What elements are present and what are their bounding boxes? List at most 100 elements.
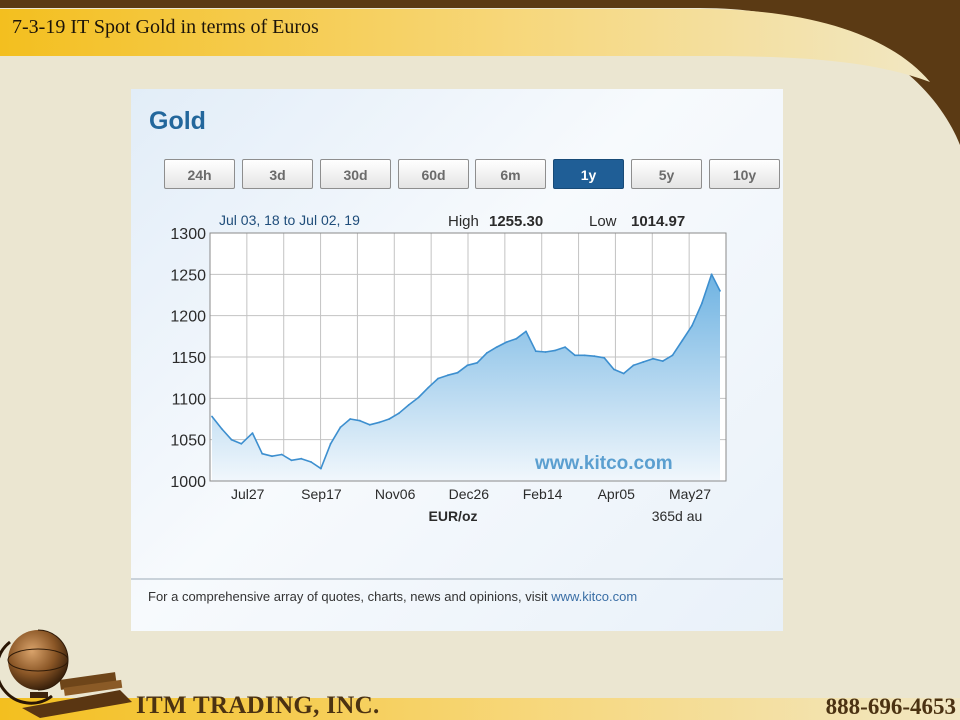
chart-panel: Gold 24h 3d 30d 60d 6m 1y 5y 10y 1000 105… — [131, 89, 783, 631]
price-point — [230, 438, 233, 441]
y-tick-label: 1200 — [170, 309, 206, 326]
price-point — [613, 368, 615, 371]
price-point — [554, 349, 557, 352]
price-point — [495, 346, 498, 348]
tab-5y[interactable]: 5y — [631, 159, 702, 189]
tab-3d[interactable]: 3d — [242, 159, 313, 189]
company-name: ITM TRADING, INC. — [136, 692, 380, 719]
price-point — [300, 457, 303, 460]
phone-number: 888-696-4653 — [825, 694, 956, 719]
price-point — [574, 354, 576, 357]
price-point — [407, 404, 410, 406]
price-point — [466, 364, 469, 367]
price-point — [671, 354, 674, 357]
gold-price-chart: 1000 1050 1100 1150 1200 1250 1300 Jul27 Sep17 N… — [131, 212, 783, 580]
price-point — [691, 324, 693, 327]
price-point — [339, 426, 342, 429]
price-point — [427, 386, 430, 389]
globe-logo — [0, 629, 132, 718]
timeframe-tabs: 24h 3d 30d 60d 6m 1y 5y 10y — [164, 159, 782, 191]
price-point — [290, 459, 293, 462]
high-value: 1255.30 — [489, 213, 543, 230]
x-tick-label: Sep17 — [301, 486, 342, 502]
price-point — [398, 412, 400, 415]
price-point — [564, 346, 566, 348]
price-area — [212, 274, 720, 481]
price-point — [378, 421, 381, 424]
x-tick-label: Feb14 — [523, 486, 563, 502]
tab-10y[interactable]: 10y — [709, 159, 780, 189]
price-point — [251, 432, 254, 434]
x-axis-label: EUR/oz — [429, 508, 478, 524]
price-point — [388, 418, 391, 420]
price-point — [486, 352, 488, 354]
title-bar — [0, 9, 930, 82]
price-point — [515, 337, 518, 340]
x-tick-label: Apr05 — [598, 486, 636, 502]
price-point — [310, 461, 312, 463]
slide-title: 7-3-19 IT Spot Gold in terms of Euros — [12, 16, 319, 38]
price-point — [593, 355, 596, 358]
price-point — [211, 415, 213, 418]
price-point — [261, 452, 264, 455]
y-tick-label: 1150 — [172, 350, 207, 367]
x-tick-label: Nov06 — [375, 486, 416, 502]
price-point — [417, 396, 420, 399]
brown-swoosh — [0, 0, 960, 145]
tab-60d[interactable]: 60d — [398, 159, 469, 189]
footer-bar — [0, 698, 960, 720]
price-point — [701, 302, 703, 305]
price-point — [719, 290, 721, 292]
price-point — [240, 442, 243, 445]
price-point — [359, 419, 361, 422]
price-point — [349, 418, 352, 420]
footnote-text: For a comprehensive array of quotes, cha… — [148, 589, 552, 604]
price-point — [661, 360, 664, 362]
x-axis-note: 365d au — [652, 508, 703, 524]
y-tick-label: 1100 — [172, 391, 207, 408]
y-tick-label: 1000 — [170, 474, 206, 491]
y-tick-label: 1300 — [170, 226, 206, 243]
price-point — [505, 341, 508, 343]
y-tick-label: 1250 — [170, 267, 206, 284]
low-value: 1014.97 — [631, 213, 685, 230]
price-point — [280, 453, 283, 456]
kitco-link[interactable]: www.kitco.com — [551, 589, 638, 604]
x-tick-label: Dec26 — [449, 486, 490, 502]
price-point — [534, 350, 537, 353]
price-point — [603, 356, 606, 359]
watermark: www.kitco.com — [534, 453, 673, 474]
price-point — [437, 377, 439, 380]
tab-6m[interactable]: 6m — [475, 159, 546, 189]
price-point — [681, 339, 684, 342]
price-point — [632, 364, 635, 367]
price-point — [368, 423, 371, 426]
price-point — [583, 354, 586, 357]
tab-1y[interactable]: 1y — [553, 159, 624, 189]
widget-title: Gold — [149, 107, 206, 135]
price-point — [456, 371, 459, 374]
price-point — [622, 372, 625, 375]
plot-border — [209, 232, 727, 482]
date-range: Jul 03, 18 to Jul 02, 19 — [219, 212, 360, 228]
x-tick-label: May27 — [669, 486, 711, 502]
price-point — [447, 374, 449, 377]
y-tick-label: 1050 — [170, 433, 206, 450]
price-point — [544, 351, 547, 353]
price-point — [652, 357, 654, 360]
price-point — [271, 455, 273, 458]
footnote: For a comprehensive array of quotes, cha… — [148, 589, 637, 604]
price-point — [710, 273, 713, 276]
price-point — [476, 361, 479, 364]
tab-30d[interactable]: 30d — [320, 159, 391, 189]
low-label: Low — [589, 213, 617, 230]
price-point — [220, 428, 223, 430]
x-tick-labels: Jul27 Sep17 Nov06 Dec26 Feb14 Apr05 May27 — [231, 486, 711, 502]
tab-24h[interactable]: 24h — [164, 159, 235, 189]
price-points — [211, 273, 721, 470]
y-tick-labels: 1000 1050 1100 1150 1200 1250 1300 — [170, 226, 206, 491]
price-point — [329, 442, 332, 445]
x-tick-label: Jul27 — [231, 486, 265, 502]
high-label: High — [448, 213, 479, 230]
